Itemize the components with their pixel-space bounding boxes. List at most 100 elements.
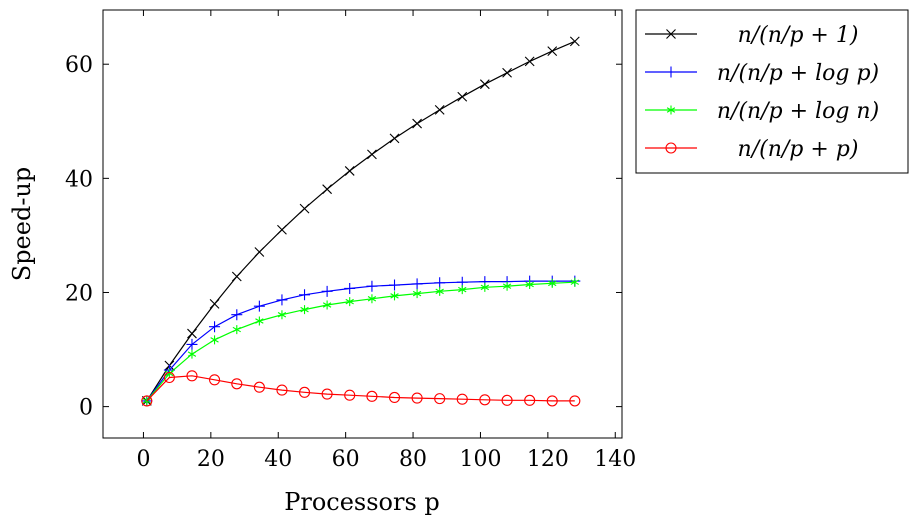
data-point-marker	[367, 294, 377, 304]
data-point-marker	[412, 118, 422, 129]
data-point-marker	[434, 104, 445, 115]
x-axis-ticks: 0 20 40 60 80 100 120 140	[136, 10, 636, 472]
legend-label: n/(n/p + p)	[738, 137, 859, 162]
legend-item-3: n/(n/p + log n)	[645, 99, 879, 124]
data-point-marker	[570, 277, 580, 287]
data-point-marker	[321, 388, 333, 400]
data-point-marker	[366, 390, 378, 402]
data-point-marker	[298, 386, 311, 398]
data-point-marker	[411, 392, 423, 404]
data-point-marker	[299, 289, 311, 301]
data-point-marker	[299, 203, 310, 214]
y-tick-label: 60	[65, 53, 93, 78]
data-point-marker	[276, 294, 288, 306]
x-tick-label: 140	[594, 447, 636, 472]
data-point-marker	[253, 300, 265, 312]
data-point-marker	[502, 281, 512, 291]
data-point-marker	[546, 395, 558, 407]
data-point-marker	[569, 36, 580, 47]
legend-marker	[665, 66, 677, 78]
data-point-marker	[479, 394, 491, 406]
data-point-marker	[186, 338, 198, 350]
legend-item-1: n/(n/p + 1)	[645, 23, 858, 48]
data-point-marker	[209, 299, 220, 309]
legend-label: n/(n/p + log p)	[717, 61, 879, 86]
series-line	[146, 40, 576, 402]
data-point-marker	[366, 280, 378, 292]
data-point-marker	[232, 325, 241, 335]
legend-marker	[666, 29, 676, 39]
legend-label: n/(n/p + log n)	[717, 99, 879, 124]
data-point-marker	[141, 395, 153, 407]
series-1	[141, 36, 580, 406]
data-point-marker	[321, 285, 333, 297]
x-tick-label: 60	[332, 447, 360, 472]
data-point-marker	[277, 310, 287, 320]
data-point-marker	[231, 271, 242, 282]
y-tick-label: 40	[65, 167, 93, 192]
series-4	[141, 370, 581, 407]
plot-frame	[102, 9, 623, 439]
series-3	[142, 277, 580, 406]
legend-label: n/(n/p + 1)	[738, 23, 859, 48]
data-point-marker	[389, 279, 401, 291]
data-point-marker	[434, 393, 446, 405]
data-point-marker	[231, 378, 243, 390]
legend-item-2: n/(n/p + log p)	[645, 61, 879, 86]
data-point-marker	[524, 394, 536, 406]
data-point-marker	[322, 184, 333, 195]
data-point-marker	[300, 305, 309, 315]
legend: n/(n/p + 1) n/(n/p + log p) n/(n/p + log n…	[635, 9, 909, 174]
series-line	[146, 375, 575, 402]
data-point-marker	[457, 91, 468, 102]
data-point-marker	[458, 285, 467, 295]
data-point-marker	[231, 309, 243, 321]
data-point-marker	[276, 384, 288, 396]
series-2	[141, 275, 581, 407]
data-point-marker	[525, 279, 534, 289]
series-layer	[141, 36, 581, 407]
data-point-marker	[389, 133, 400, 144]
data-point-marker	[479, 79, 490, 90]
data-point-marker	[165, 369, 174, 379]
data-point-marker	[255, 316, 264, 326]
data-point-marker	[388, 391, 401, 404]
data-point-marker	[344, 282, 356, 294]
data-point-marker	[322, 300, 332, 310]
data-point-marker	[501, 394, 513, 406]
data-point-marker	[569, 395, 581, 407]
data-point-marker	[345, 297, 354, 307]
y-tick-label: 20	[65, 281, 93, 306]
data-point-marker	[163, 371, 175, 384]
data-point-marker	[390, 291, 399, 301]
data-point-marker	[186, 370, 198, 382]
data-point-marker	[411, 278, 423, 290]
data-point-marker	[187, 349, 197, 359]
legend-marker	[666, 105, 676, 115]
x-tick-label: 100	[459, 447, 501, 472]
data-point-marker	[209, 321, 221, 333]
legend-items: n/(n/p + 1) n/(n/p + log p) n/(n/p + log n…	[645, 23, 879, 162]
x-tick-label: 40	[264, 447, 292, 472]
x-axis-title: Processors p	[284, 488, 440, 516]
data-point-marker	[412, 289, 422, 299]
data-point-marker	[254, 247, 265, 257]
data-point-marker	[435, 286, 444, 296]
data-point-marker	[434, 277, 446, 289]
x-tick-label: 20	[197, 447, 225, 472]
legend-item-4: n/(n/p + p)	[645, 137, 858, 162]
y-axis-title: Speed-up	[8, 167, 36, 282]
legend-box	[635, 9, 909, 174]
data-point-marker	[253, 381, 265, 393]
x-tick-label: 80	[399, 447, 427, 472]
data-point-marker	[210, 335, 219, 345]
data-point-marker	[187, 328, 197, 339]
data-point-marker	[344, 389, 356, 401]
data-point-marker	[480, 282, 490, 292]
data-point-marker	[367, 149, 377, 160]
data-point-marker	[548, 278, 557, 288]
data-point-marker	[209, 374, 221, 386]
data-point-marker	[502, 67, 512, 78]
data-point-marker	[344, 166, 355, 176]
x-tick-label: 0	[136, 447, 150, 472]
